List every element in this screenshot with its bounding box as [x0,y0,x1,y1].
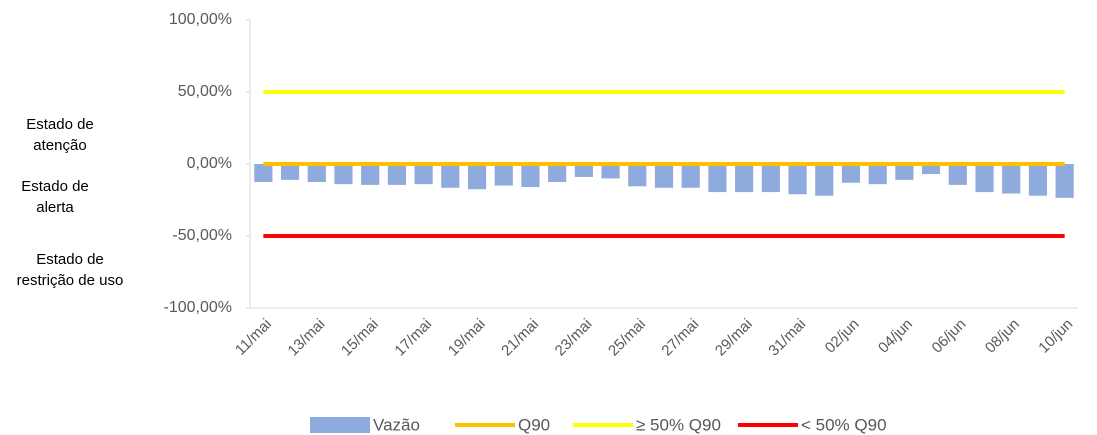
bar [1002,164,1021,194]
x-tick-label: 04/jun [875,316,916,357]
bar [254,164,273,182]
bar [868,164,887,185]
bar [521,164,540,188]
y-tick-label: 50,00% [178,83,232,100]
bar [815,164,834,196]
x-tick-label: 31/mai [765,316,809,360]
bar [841,164,861,183]
annotation: Estado de atenção [26,116,94,154]
x-tick-label: 17/mai [391,316,435,360]
bar [788,164,807,195]
bar [1028,164,1048,196]
x-tick-label: 06/jun [929,316,970,357]
legend-label: < 50% Q90 [801,415,887,434]
bar [628,164,647,187]
bar [761,164,780,193]
bar [387,164,406,185]
bar [548,164,567,182]
bar [735,164,754,193]
x-tick-label: 15/mai [338,316,382,360]
y-tick-label: 100,00% [169,11,232,28]
legend-label: Vazão [373,415,420,434]
x-tick-label: 13/mai [285,316,329,360]
x-tick-label: 19/mai [445,316,489,360]
bar [441,164,460,188]
x-tick-label: 11/mai [232,316,275,359]
y-tick-label: 0,00% [187,155,232,172]
bar [334,164,353,185]
y-tick-label: -100,00% [164,299,233,316]
bar [414,164,433,185]
legend-label: ≥ 50% Q90 [636,415,721,434]
bar [494,164,513,186]
x-tick-label: 29/mai [712,316,756,360]
bar [654,164,674,188]
bar [601,164,620,179]
bar [681,164,700,188]
x-tick-label: 23/mai [552,316,596,360]
x-tick-label: 25/mai [605,316,649,360]
bar [307,164,326,182]
x-tick-label: 02/jun [822,316,863,357]
x-tick-label: 10/jun [1035,316,1076,357]
x-tick-label: 21/mai [498,316,542,360]
bar [280,164,300,180]
bar [975,164,994,193]
bar [922,164,941,175]
bar [361,164,380,185]
bar [467,164,487,190]
bar [708,164,727,193]
bar [948,164,967,185]
x-tick-label: 27/mai [658,316,702,360]
annotation: Estado de restrição de uso [16,251,124,289]
y-tick-label: -50,00% [172,227,232,244]
legend-label: Q90 [518,415,550,434]
x-tick-label: 08/jun [982,316,1023,357]
annotation: Estado de alerta [21,178,89,216]
bar [574,164,593,177]
bar [1055,164,1074,198]
bar [895,164,914,180]
legend-swatch [310,417,370,433]
